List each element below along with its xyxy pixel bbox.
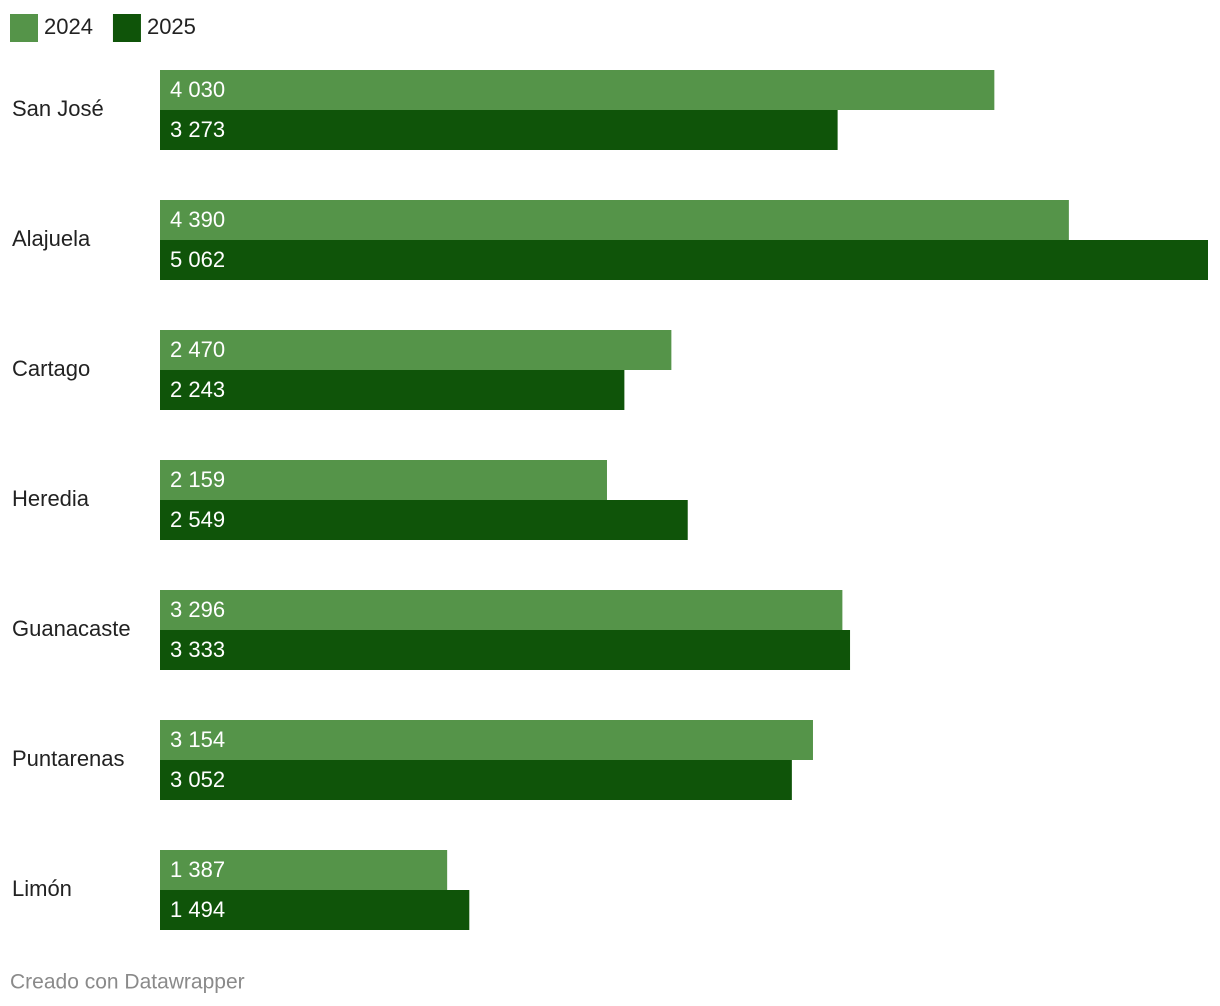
bar (160, 370, 625, 410)
category-label: Cartago (12, 356, 90, 381)
bar (160, 590, 843, 630)
value-label: 3 154 (170, 727, 225, 752)
bar (160, 70, 995, 110)
bar (160, 500, 688, 540)
bar (160, 110, 838, 150)
value-label: 5 062 (170, 247, 225, 272)
category-label: San José (12, 96, 104, 121)
bar (160, 850, 448, 890)
category-label: Heredia (12, 486, 90, 511)
legend-swatch (10, 14, 38, 42)
bar (160, 330, 672, 370)
footer: Creado con Datawrapper (10, 971, 245, 994)
value-label: 3 052 (170, 767, 225, 792)
value-label: 4 030 (170, 77, 225, 102)
value-label: 2 243 (170, 377, 225, 402)
value-label: 3 273 (170, 117, 225, 142)
value-label: 4 390 (170, 207, 225, 232)
value-label: 2 159 (170, 467, 225, 492)
category-label: Limón (12, 876, 72, 901)
bar (160, 720, 813, 760)
legend-label: 2025 (147, 14, 196, 39)
value-label: 1 494 (170, 897, 225, 922)
value-label: 2 470 (170, 337, 225, 362)
value-label: 3 296 (170, 597, 225, 622)
category-label: Guanacaste (12, 616, 131, 641)
category-label: Puntarenas (12, 746, 125, 771)
bar (160, 890, 470, 930)
value-label: 3 333 (170, 637, 225, 662)
bar (160, 630, 851, 670)
bar (160, 240, 1208, 280)
legend-swatch (112, 14, 141, 42)
bar (160, 460, 607, 500)
legend-label: 2024 (44, 14, 93, 39)
bar (160, 200, 1069, 240)
category-label: Alajuela (12, 226, 91, 251)
bar (160, 760, 792, 800)
value-label: 1 387 (170, 857, 225, 882)
value-label: 2 549 (170, 507, 225, 532)
